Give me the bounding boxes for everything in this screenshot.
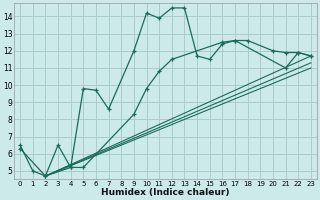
X-axis label: Humidex (Indice chaleur): Humidex (Indice chaleur) xyxy=(101,188,230,197)
